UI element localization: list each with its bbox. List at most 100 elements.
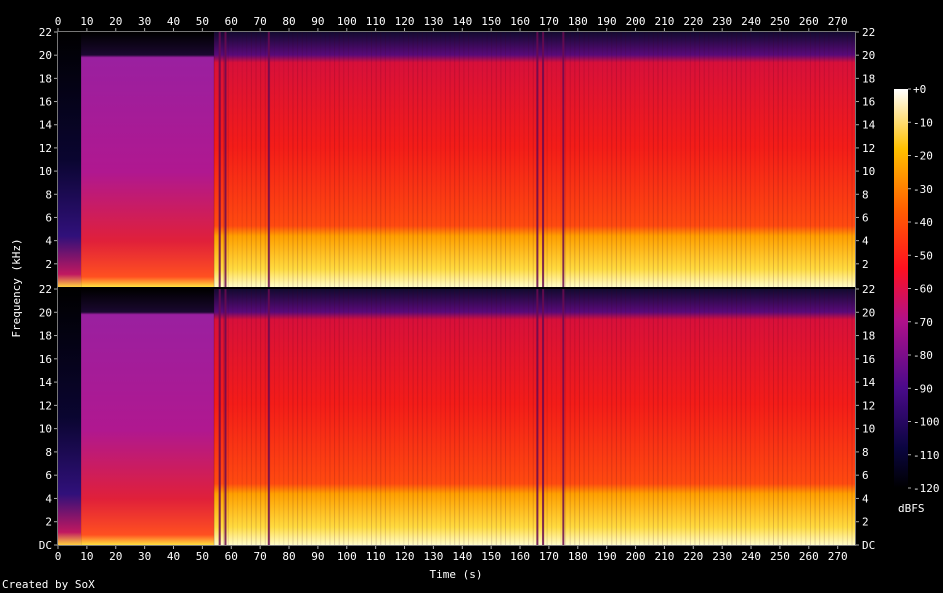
texture-line — [213, 32, 215, 287]
texture-line — [726, 32, 728, 287]
y-tick-label-left: 12 — [39, 142, 52, 155]
texture-line — [324, 32, 326, 287]
x-tick-label-bottom: 200 — [626, 550, 646, 563]
texture-line — [846, 289, 848, 545]
texture-line — [394, 32, 396, 287]
texture-line — [472, 289, 474, 545]
texture-line — [518, 289, 520, 545]
x-tick-label-top: 180 — [568, 15, 588, 28]
texture-line — [532, 289, 534, 545]
texture-line — [500, 32, 502, 287]
texture-line — [648, 289, 650, 545]
y-tick-label-left: 6 — [45, 469, 52, 482]
texture-line — [444, 32, 446, 287]
x-tick-label-bottom: 90 — [311, 550, 324, 563]
texture-line — [287, 32, 289, 287]
colorbar-tick-label: -30 — [913, 183, 933, 196]
x-tick-label-top: 90 — [311, 15, 324, 28]
texture-line — [731, 289, 733, 545]
spectral-region — [58, 289, 82, 545]
texture-line — [726, 289, 728, 545]
texture-line — [805, 32, 807, 287]
texture-line — [407, 32, 409, 287]
x-tick-label-top: 200 — [626, 15, 646, 28]
texture-line — [260, 289, 262, 545]
spectral-region — [213, 32, 855, 287]
texture-line — [828, 289, 830, 545]
texture-line — [329, 32, 331, 287]
texture-line — [523, 289, 525, 545]
texture-line — [264, 32, 266, 287]
texture-line — [223, 32, 225, 287]
texture-line — [782, 32, 784, 287]
texture-line — [269, 289, 271, 545]
x-tick-label-top: 60 — [225, 15, 238, 28]
texture-line — [250, 32, 252, 287]
x-tick-label-bottom: 80 — [282, 550, 295, 563]
texture-line — [657, 289, 659, 545]
colorbar-tick-label: -100 — [913, 416, 940, 429]
texture-line — [611, 289, 613, 545]
texture-line — [306, 289, 308, 545]
texture-line — [634, 32, 636, 287]
texture-line — [837, 289, 839, 545]
texture-line — [472, 32, 474, 287]
texture-line — [671, 32, 673, 287]
y-tick-label-left: 22 — [39, 283, 52, 296]
texture-line — [662, 289, 664, 545]
texture-line — [227, 32, 229, 287]
texture-line — [578, 289, 580, 545]
texture-line — [334, 289, 336, 545]
dropout-line — [542, 289, 545, 545]
texture-line — [625, 32, 627, 287]
texture-line — [329, 289, 331, 545]
texture-line — [269, 32, 271, 287]
texture-line — [444, 289, 446, 545]
texture-line — [602, 32, 604, 287]
texture-line — [449, 289, 451, 545]
texture-line — [361, 32, 363, 287]
texture-line — [754, 289, 756, 545]
texture-line — [833, 289, 835, 545]
texture-line — [740, 289, 742, 545]
texture-line — [361, 289, 363, 545]
texture-line — [763, 289, 765, 545]
texture-line — [278, 289, 280, 545]
texture-line — [237, 32, 239, 287]
texture-line — [431, 289, 433, 545]
texture-line — [592, 32, 594, 287]
texture-line — [454, 289, 456, 545]
colorbar-tick-label: -40 — [913, 216, 933, 229]
x-tick-label-bottom: 240 — [741, 550, 761, 563]
texture-line — [421, 32, 423, 287]
y-tick-label-left: 10 — [39, 423, 52, 436]
texture-line — [551, 32, 553, 287]
x-tick-label-top: 150 — [481, 15, 501, 28]
texture-line — [574, 32, 576, 287]
texture-line — [629, 289, 631, 545]
y-tick-label-right: 6 — [862, 211, 869, 224]
y-tick-label-right: 14 — [862, 376, 876, 389]
y-tick-label-right: 12 — [862, 399, 875, 412]
texture-line — [588, 289, 590, 545]
texture-line — [241, 32, 243, 287]
texture-line — [454, 32, 456, 287]
texture-line — [551, 289, 553, 545]
texture-line — [486, 289, 488, 545]
colorbar-tick-label: -120 — [913, 482, 940, 495]
texture-line — [338, 289, 340, 545]
texture-line — [772, 289, 774, 545]
texture-line — [347, 289, 349, 545]
texture-line — [440, 289, 442, 545]
texture-line — [407, 289, 409, 545]
x-tick-label-top: 100 — [337, 15, 357, 28]
y-tick-label-left: 14 — [39, 119, 53, 132]
x-tick-label-top: 50 — [196, 15, 209, 28]
texture-line — [287, 289, 289, 545]
texture-line — [324, 289, 326, 545]
texture-line — [491, 32, 493, 287]
y-tick-label-left: 16 — [39, 96, 52, 109]
y-tick-label-right: 10 — [862, 165, 875, 178]
texture-line — [417, 32, 419, 287]
dropout-line — [218, 289, 221, 545]
